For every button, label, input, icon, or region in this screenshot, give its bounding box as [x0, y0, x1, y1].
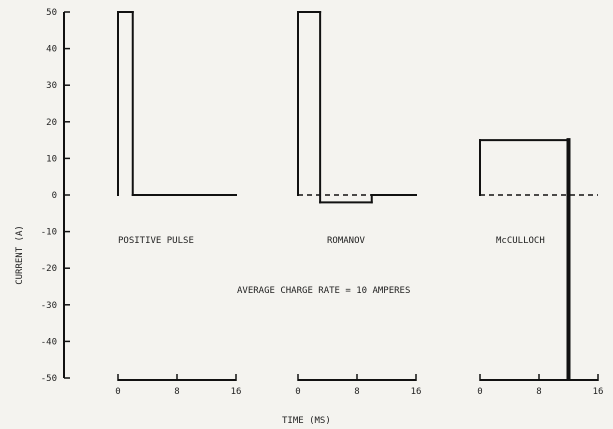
y-tick-label: -20: [41, 264, 57, 274]
y-tick-label: 50: [46, 8, 57, 18]
y-tick-label: 30: [46, 81, 57, 91]
y-ticks: 50 40 30 20 10 0 -10 -20 -30 -40 -50: [41, 8, 70, 384]
x-tick-label: 16: [411, 387, 422, 397]
x-tick-label: 8: [174, 387, 179, 397]
x-tick-label: 16: [593, 387, 604, 397]
x-tick-label: 8: [536, 387, 541, 397]
x-tick-label: 0: [115, 387, 120, 397]
panels: POSITIVE PULSE 0 8 16 ROMANOV 0 8 16 McCULLOCH 0 8…: [115, 11, 604, 397]
y-axis: 50 40 30 20 10 0 -10 -20 -30 -40 -50 CURRENT (A): [15, 8, 70, 384]
panel-3: McCULLOCH 0 8 16: [477, 138, 604, 397]
annotation: AVERAGE CHARGE RATE = 10 AMPERES: [237, 286, 410, 296]
panel-label: ROMANOV: [327, 236, 366, 246]
y-tick-label: -50: [41, 374, 57, 384]
x-tick-label: 0: [295, 387, 300, 397]
y-tick-label: 40: [46, 45, 57, 55]
x-axis-label: TIME (MS): [282, 416, 331, 426]
panel-label: POSITIVE PULSE: [118, 236, 194, 246]
y-tick-label: 10: [46, 154, 57, 164]
y-tick-label: -10: [41, 228, 57, 238]
x-tick-label: 0: [477, 387, 482, 397]
panel-label: McCULLOCH: [496, 236, 545, 246]
y-tick-label: 0: [52, 191, 57, 201]
y-tick-label: -30: [41, 301, 57, 311]
y-axis-label: CURRENT (A): [15, 225, 25, 285]
y-tick-label: -40: [41, 337, 57, 347]
panel-1: POSITIVE PULSE 0 8 16: [115, 11, 242, 397]
panel-2: ROMANOV 0 8 16: [295, 11, 422, 397]
x-tick-label: 8: [354, 387, 359, 397]
x-tick-label: 16: [231, 387, 242, 397]
y-tick-label: 20: [46, 118, 57, 128]
